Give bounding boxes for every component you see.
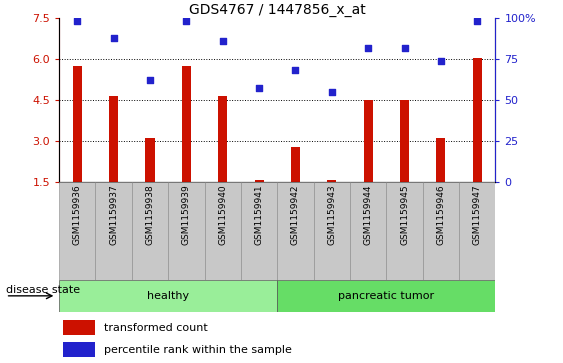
Bar [64, 320, 95, 335]
Bar [64, 342, 95, 357]
Bar [59, 182, 96, 280]
Text: healthy: healthy [147, 291, 189, 301]
Bar [73, 66, 82, 182]
Bar [400, 100, 409, 182]
Text: GSM1159947: GSM1159947 [473, 184, 482, 245]
Text: GSM1159939: GSM1159939 [182, 184, 191, 245]
Text: GSM1159944: GSM1159944 [364, 184, 373, 245]
Point [145, 77, 154, 83]
Text: GSM1159938: GSM1159938 [145, 184, 154, 245]
Bar [145, 138, 155, 182]
Bar [459, 182, 495, 280]
Bar [218, 96, 227, 182]
Bar [254, 180, 263, 182]
Point [73, 19, 82, 24]
Text: GSM1159943: GSM1159943 [327, 184, 336, 245]
Point [400, 45, 409, 50]
Bar [132, 182, 168, 280]
Text: GSM1159940: GSM1159940 [218, 184, 227, 245]
Bar [327, 180, 336, 182]
Bar [350, 182, 386, 280]
Bar [109, 96, 118, 182]
Text: percentile rank within the sample: percentile rank within the sample [104, 344, 292, 355]
Bar [291, 147, 300, 182]
Bar [168, 182, 204, 280]
Text: disease state: disease state [6, 285, 80, 295]
Point [436, 58, 445, 64]
Bar [204, 182, 241, 280]
Bar [277, 280, 495, 312]
Point [364, 45, 373, 50]
Text: GSM1159936: GSM1159936 [73, 184, 82, 245]
Bar [473, 58, 482, 182]
Text: pancreatic tumor: pancreatic tumor [338, 291, 435, 301]
Bar [314, 182, 350, 280]
Text: GSM1159945: GSM1159945 [400, 184, 409, 245]
Text: GSM1159942: GSM1159942 [291, 184, 300, 245]
Text: GSM1159946: GSM1159946 [436, 184, 445, 245]
Text: transformed count: transformed count [104, 323, 207, 333]
Bar [96, 182, 132, 280]
Point [291, 68, 300, 73]
Title: GDS4767 / 1447856_x_at: GDS4767 / 1447856_x_at [189, 3, 365, 17]
Bar [423, 182, 459, 280]
Point [182, 19, 191, 24]
Point [109, 35, 118, 41]
Bar [59, 280, 277, 312]
Bar [386, 182, 423, 280]
Bar [364, 100, 373, 182]
Text: GSM1159941: GSM1159941 [254, 184, 263, 245]
Point [473, 19, 482, 24]
Bar [182, 66, 191, 182]
Point [254, 86, 263, 91]
Bar [241, 182, 277, 280]
Point [218, 38, 227, 44]
Text: GSM1159937: GSM1159937 [109, 184, 118, 245]
Point [327, 89, 336, 95]
Bar [436, 138, 445, 182]
Bar [278, 182, 314, 280]
